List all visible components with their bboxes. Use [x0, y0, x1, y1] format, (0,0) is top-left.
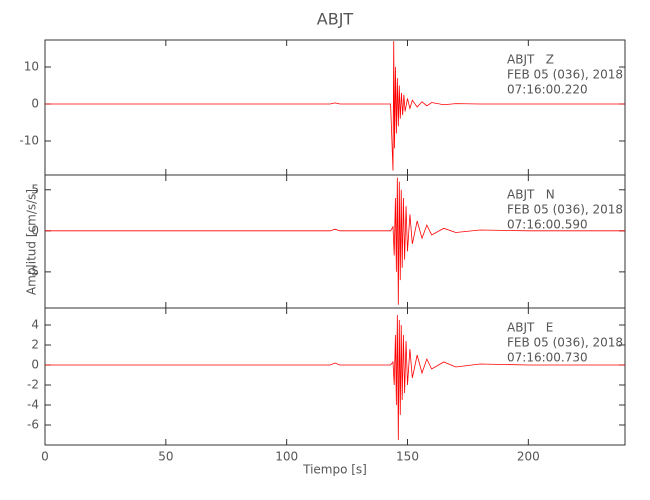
- y-tick-label: -10: [19, 133, 39, 147]
- annotation: FEB 05 (036), 2018: [507, 336, 623, 350]
- x-tick-label: 50: [158, 450, 173, 464]
- y-axis-label: Amplitud [cm/s/s]: [25, 189, 39, 295]
- y-tick-label: 0: [31, 96, 39, 110]
- annotation: 07:16:00.220: [507, 83, 588, 97]
- x-tick-label: 0: [41, 450, 49, 464]
- annotation: ABJT N: [507, 188, 555, 202]
- trace: [45, 314, 625, 441]
- y-tick-label: -2: [27, 378, 39, 392]
- chart-title: ABJT: [317, 10, 354, 29]
- y-tick-label: 0: [31, 358, 39, 372]
- panel-frame: [44, 307, 626, 446]
- annotation: 07:16:00.590: [507, 218, 588, 232]
- y-tick-label: 4: [31, 318, 39, 332]
- x-tick-label: 100: [275, 450, 298, 464]
- y-tick-label: -5: [27, 264, 39, 278]
- y-tick-label: 2: [31, 338, 39, 352]
- annotation: 07:16:00.730: [507, 351, 588, 365]
- annotation: ABJT E: [507, 321, 553, 335]
- annotation: FEB 05 (036), 2018: [507, 203, 623, 217]
- y-tick-label: 5: [31, 182, 39, 196]
- y-tick-label: 0: [31, 223, 39, 237]
- annotation: ABJT Z: [507, 53, 554, 67]
- annotation: FEB 05 (036), 2018: [507, 68, 623, 82]
- x-axis-label: Tiempo [s]: [302, 463, 367, 477]
- trace: [45, 177, 625, 305]
- y-tick-label: 10: [24, 60, 39, 74]
- trace: [45, 41, 625, 171]
- x-tick-label: 150: [396, 450, 419, 464]
- y-tick-label: -4: [27, 398, 39, 412]
- y-tick-label: -6: [27, 418, 39, 432]
- x-tick-label: 200: [517, 450, 540, 464]
